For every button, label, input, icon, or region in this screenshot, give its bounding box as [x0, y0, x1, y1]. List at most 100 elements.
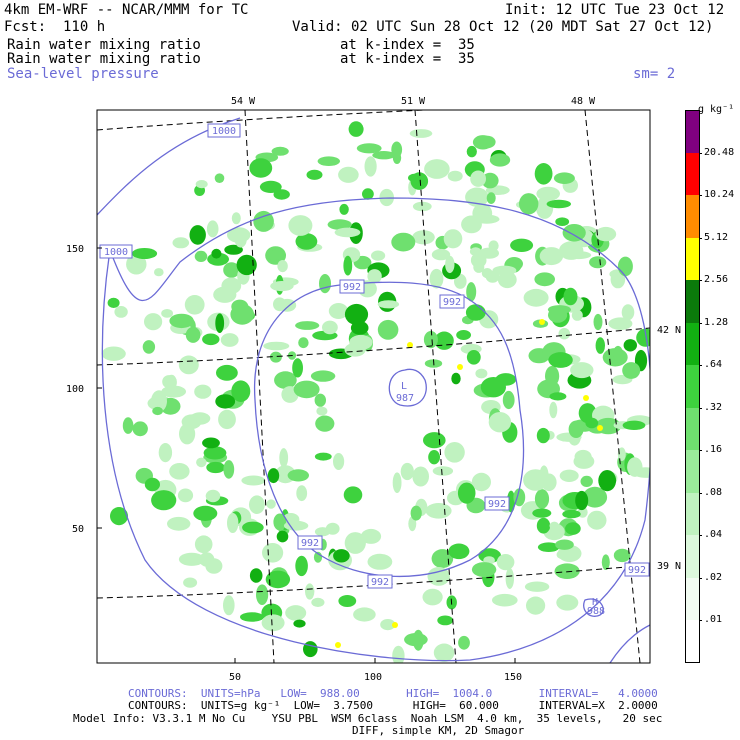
- rain-cell: [471, 472, 491, 492]
- rain-cell: [167, 516, 191, 531]
- rain-cell: [486, 192, 496, 205]
- rain-cell: [554, 563, 580, 579]
- rain-cell: [287, 469, 309, 482]
- rain-cell: [161, 309, 174, 318]
- lon-label-51w: 51 W: [401, 96, 426, 107]
- rain-cell: [315, 415, 335, 432]
- rain-cell: [433, 643, 455, 662]
- y-tick-150: 150: [66, 244, 84, 255]
- rain-cell: [412, 201, 432, 212]
- rain-cell: [227, 513, 239, 533]
- rain-cell: [568, 420, 584, 438]
- rain-cell: [534, 272, 555, 287]
- field1-level: at k-index = 35: [340, 37, 475, 53]
- rain-cell: [319, 274, 331, 294]
- lat-label-42n: 42 N: [657, 325, 681, 336]
- rain-cell: [356, 143, 382, 154]
- high-value: 988: [587, 606, 605, 617]
- isobar-label-box-1: [207, 123, 241, 138]
- rain-cell: [327, 219, 352, 230]
- rain-cell: [601, 554, 610, 570]
- map-frame: [96, 109, 651, 664]
- rain-cell: [445, 255, 455, 274]
- colorbar-label: .04: [704, 529, 723, 540]
- rain-cell: [142, 340, 156, 354]
- rain-cell: [205, 558, 223, 574]
- colorbar-cell: [685, 407, 700, 450]
- rain-core: [392, 622, 398, 628]
- rain-cell: [241, 475, 266, 486]
- rain-cell: [169, 313, 194, 329]
- tick-marks: [97, 247, 516, 663]
- rain-cell: [189, 412, 211, 425]
- rain-cell: [194, 535, 213, 554]
- smoothing-label: sm= 2: [633, 66, 676, 82]
- axis-labels: 54 W 51 W 48 W 42 N 39 N 150 100 50 50 1…: [66, 96, 681, 683]
- rain-cell: [305, 583, 315, 600]
- isobar-label-2: 1000: [104, 247, 128, 258]
- rain-cell: [295, 555, 308, 577]
- rain-cell: [343, 255, 353, 276]
- rain-cell: [223, 460, 235, 479]
- rain-cell: [563, 287, 578, 306]
- isobar-label-box-8: [624, 562, 650, 577]
- lon-label-48w: 48 W: [571, 96, 596, 107]
- rain-cell: [183, 577, 198, 588]
- rain-cell: [288, 215, 313, 236]
- rain-cell: [303, 641, 318, 658]
- rain-cell: [465, 304, 486, 321]
- rain-cell: [194, 384, 212, 399]
- colorbar-cell: [685, 110, 700, 153]
- rain-cell: [295, 233, 318, 250]
- colorbar-cell: [685, 535, 700, 578]
- rain-cell: [523, 469, 549, 491]
- colorbar-units: g kg⁻¹: [698, 104, 735, 115]
- rain-cell: [333, 549, 350, 563]
- rain-cell: [314, 393, 326, 407]
- rain-cell: [444, 442, 465, 463]
- rain-cell: [553, 172, 575, 184]
- rain-cell: [481, 268, 493, 279]
- rain-cell: [480, 377, 506, 398]
- rain-cell: [598, 470, 617, 492]
- rain-cell: [392, 472, 402, 494]
- isobar-label-5: 992: [488, 499, 506, 510]
- rain-cell: [296, 485, 308, 502]
- rain-cell: [571, 309, 583, 321]
- rain-cell: [344, 532, 366, 554]
- colorbar-label: .08: [704, 486, 723, 498]
- lat-line-42n: [97, 327, 650, 366]
- rain-cell: [424, 159, 450, 179]
- rain-cell: [492, 593, 518, 607]
- colorbar-label: .01: [704, 614, 723, 625]
- field2-name: Rain water mixing ratio: [7, 51, 201, 67]
- rain-cell: [497, 271, 517, 289]
- rain-cell: [316, 406, 328, 416]
- isobar-inner-992: [253, 281, 525, 578]
- rain-cell: [536, 427, 550, 444]
- rain-cell: [472, 203, 493, 224]
- rain-cell: [465, 187, 489, 207]
- rain-cell: [519, 193, 539, 215]
- rain-cell: [189, 225, 206, 245]
- rain-cell: [131, 248, 158, 259]
- rain-cell: [409, 129, 433, 138]
- rain-cell: [466, 282, 477, 302]
- rain-cell: [360, 528, 382, 544]
- model-info: Model Info: V3.3.1 M No Cu YSU PBL WSM 6…: [73, 712, 663, 725]
- rain-cell: [107, 297, 120, 308]
- lon-line-51w: [414, 110, 457, 663]
- rain-cell: [532, 508, 552, 518]
- rain-cell: [549, 401, 558, 419]
- contours-line-1: CONTOURS: UNITS=hPa LOW= 988.00 HIGH= 10…: [128, 687, 658, 700]
- rain-cell: [427, 567, 450, 586]
- rain-cell: [391, 141, 403, 158]
- rain-cell: [202, 437, 220, 449]
- rain-cell: [489, 153, 511, 167]
- rain-cell: [110, 506, 128, 526]
- rain-cell: [523, 288, 549, 307]
- rain-cell: [234, 231, 247, 248]
- rain-cell: [534, 489, 550, 509]
- isobar-label-8: 992: [628, 565, 646, 576]
- colorbar-label: 10.24: [704, 189, 735, 200]
